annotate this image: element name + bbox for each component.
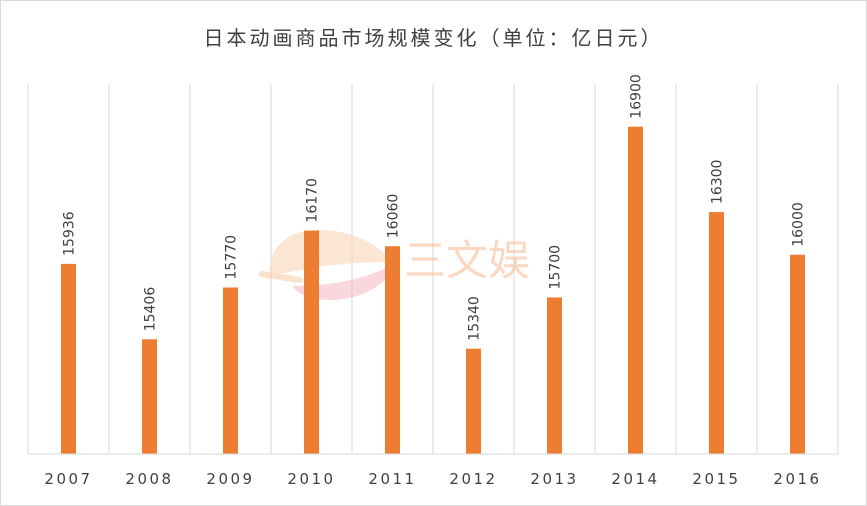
watermark-text: 三文娱 (404, 236, 530, 285)
value-label: 16900 (629, 74, 645, 119)
value-label: 15406 (143, 287, 159, 332)
watermark: 三文娱 (259, 229, 530, 300)
watermark-logo-icon (259, 229, 398, 300)
x-tick-label: 2016 (773, 470, 821, 488)
value-label: 15340 (467, 296, 483, 341)
bar-2010 (304, 230, 319, 454)
value-label: 15936 (62, 211, 78, 256)
bar-2007 (61, 263, 76, 454)
value-label: 16300 (710, 160, 726, 205)
x-tick-label: 2007 (44, 470, 92, 488)
bar-2016 (790, 254, 805, 454)
x-tick-label: 2015 (692, 470, 740, 488)
x-tick-label: 2008 (125, 470, 173, 488)
bar-2014 (628, 126, 643, 454)
x-tick-label: 2014 (611, 470, 659, 488)
bar-2009 (223, 287, 238, 454)
chart-title: 日本动画商品市场规模变化（单位：亿日元） (203, 26, 664, 50)
bar-2015 (709, 212, 724, 454)
bar-2008 (142, 339, 157, 454)
value-label: 16060 (386, 194, 402, 239)
value-labels: 15936 15406 15770 16170 16060 15340 15700 16900… (62, 74, 807, 341)
x-tick-label: 2013 (530, 470, 578, 488)
x-tick-label: 2012 (449, 470, 497, 488)
value-label: 15770 (224, 235, 240, 280)
bar-2011 (385, 246, 400, 454)
bar-2012 (466, 348, 481, 454)
x-tick-label: 2009 (206, 470, 254, 488)
x-tick-label: 2011 (368, 470, 416, 488)
value-label: 16170 (305, 178, 321, 223)
x-axis-labels: 2007 2008 2009 2010 2011 2012 2013 2014 2015 2016 (44, 470, 821, 488)
value-label: 16000 (791, 202, 807, 247)
x-tick-label: 2010 (287, 470, 335, 488)
bars (61, 126, 805, 454)
value-label: 15700 (548, 245, 564, 290)
grid-lines (27, 84, 839, 454)
bar-2013 (547, 297, 562, 454)
